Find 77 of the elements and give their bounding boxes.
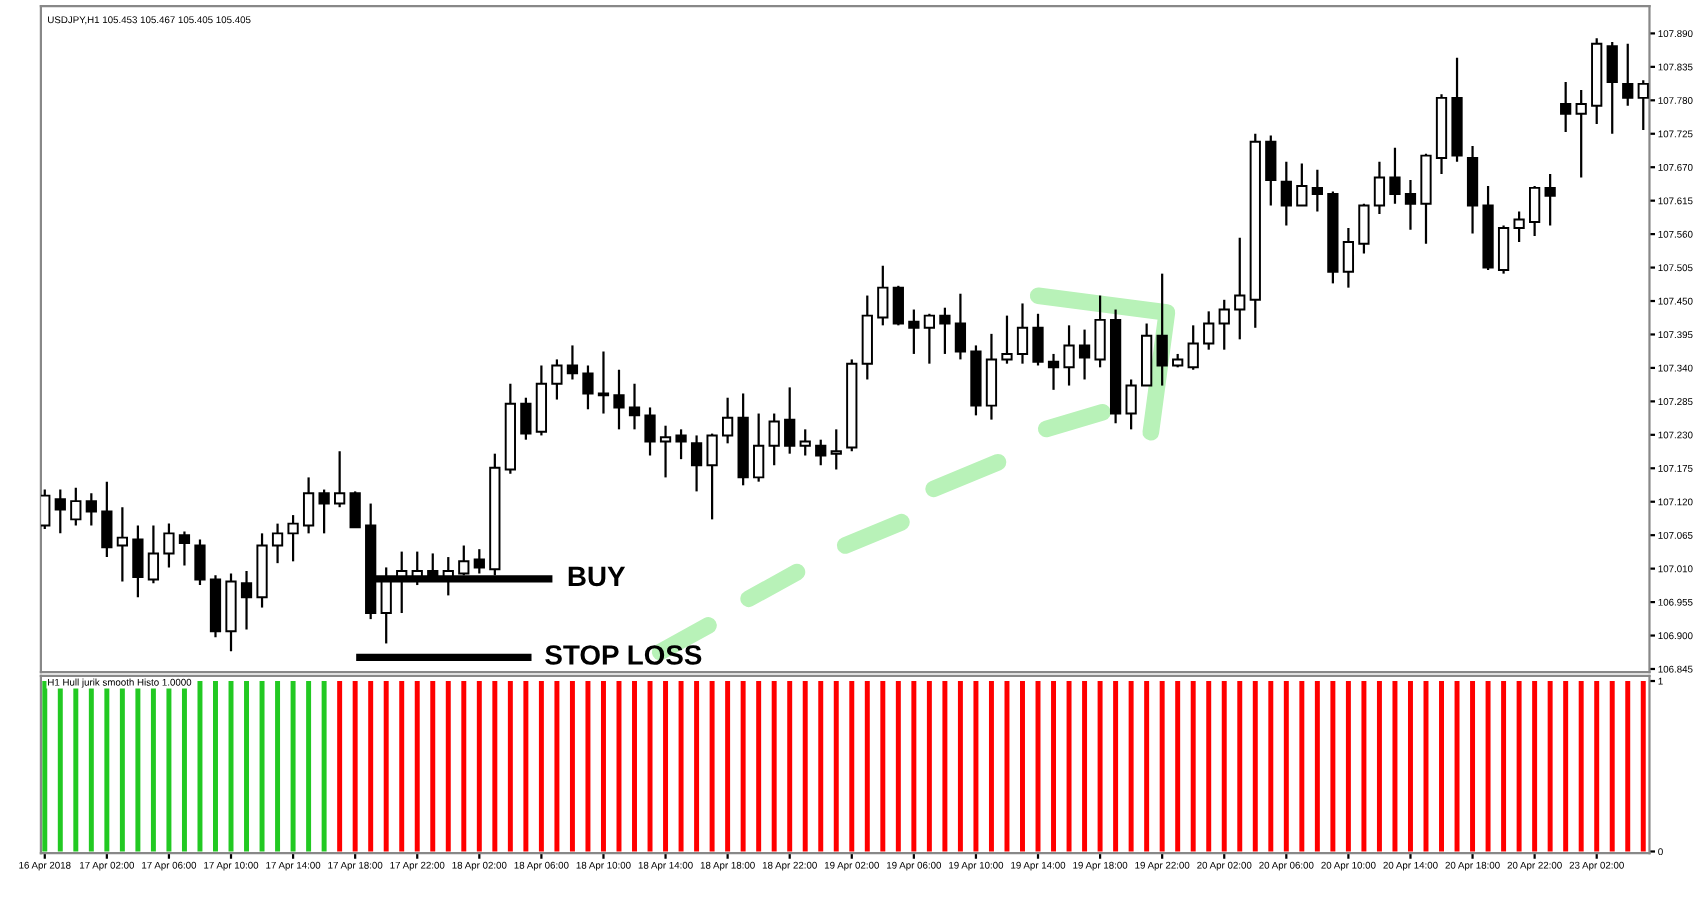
candlestick [1342,226,1355,289]
candlestick [85,492,97,527]
candlestick [1078,328,1091,381]
candlestick [1063,324,1075,387]
candlestick [302,476,315,535]
candlestick [1187,324,1199,371]
candlestick [877,264,889,327]
candlestick [954,292,967,361]
candlestick [1156,272,1168,387]
candlestick [116,506,128,583]
candlestick [1234,236,1246,341]
candlestick [628,382,641,431]
candlestick [147,524,160,585]
candlestick [1513,210,1525,244]
candlestick [597,350,610,415]
candlestick [1280,160,1292,227]
candlestick [644,406,656,457]
candlestick [70,486,82,527]
candlestick [1622,42,1634,107]
candlestick [892,284,904,327]
candlestick [1047,352,1060,391]
candlestick [1497,224,1510,275]
candlestick [271,522,284,565]
candlestick [815,438,827,467]
candlestick [1296,162,1308,207]
candlestick [1125,378,1137,431]
candlestick [551,358,563,401]
candlestick [1466,144,1479,235]
candlestick [1358,202,1370,255]
candlestick [1575,88,1587,179]
candlestick [54,488,66,535]
candlestick [1016,302,1029,365]
candlestick [722,396,734,445]
annotation: BUY [568,566,626,587]
candlestick [101,480,113,559]
candlestick [923,312,935,365]
candlestick [318,488,330,535]
candlestick [1203,310,1215,351]
candlestick [985,332,998,421]
candlestick [40,488,51,531]
annotation: STOP LOSS [545,645,702,665]
candlestick [520,396,532,441]
candlestick [768,412,780,467]
candlestick [675,428,687,461]
candlestick [659,424,672,479]
candlestick [1265,134,1277,207]
candlestick [1373,160,1386,216]
candlestick [163,522,175,569]
candlestick [1218,298,1230,351]
candlestick [178,530,191,567]
candlestick [706,432,718,521]
candlestick [1389,146,1401,205]
candlestick [334,450,346,509]
candlestick [1606,40,1618,135]
candlestick [1560,80,1572,134]
candlestick [1311,168,1323,213]
candlestick [1529,184,1541,238]
candlestick [939,306,951,356]
candlestick [1001,314,1013,365]
candlestick [1544,172,1556,227]
candlestick [1032,312,1044,367]
candlestick [287,514,299,563]
candlestick [799,428,811,457]
candlestick [240,569,253,631]
candlestick [349,490,361,529]
candlestick [908,308,920,356]
candlestick [690,434,703,493]
candlestick [194,538,206,587]
candlestick [753,412,765,483]
candlestick [830,428,842,471]
candlestick [582,364,594,411]
candlestick [132,524,144,599]
candlestick [784,386,796,455]
candlestick [1094,294,1106,369]
candlestick [1404,178,1417,231]
candlestick [613,368,625,431]
candlestick [566,344,579,381]
